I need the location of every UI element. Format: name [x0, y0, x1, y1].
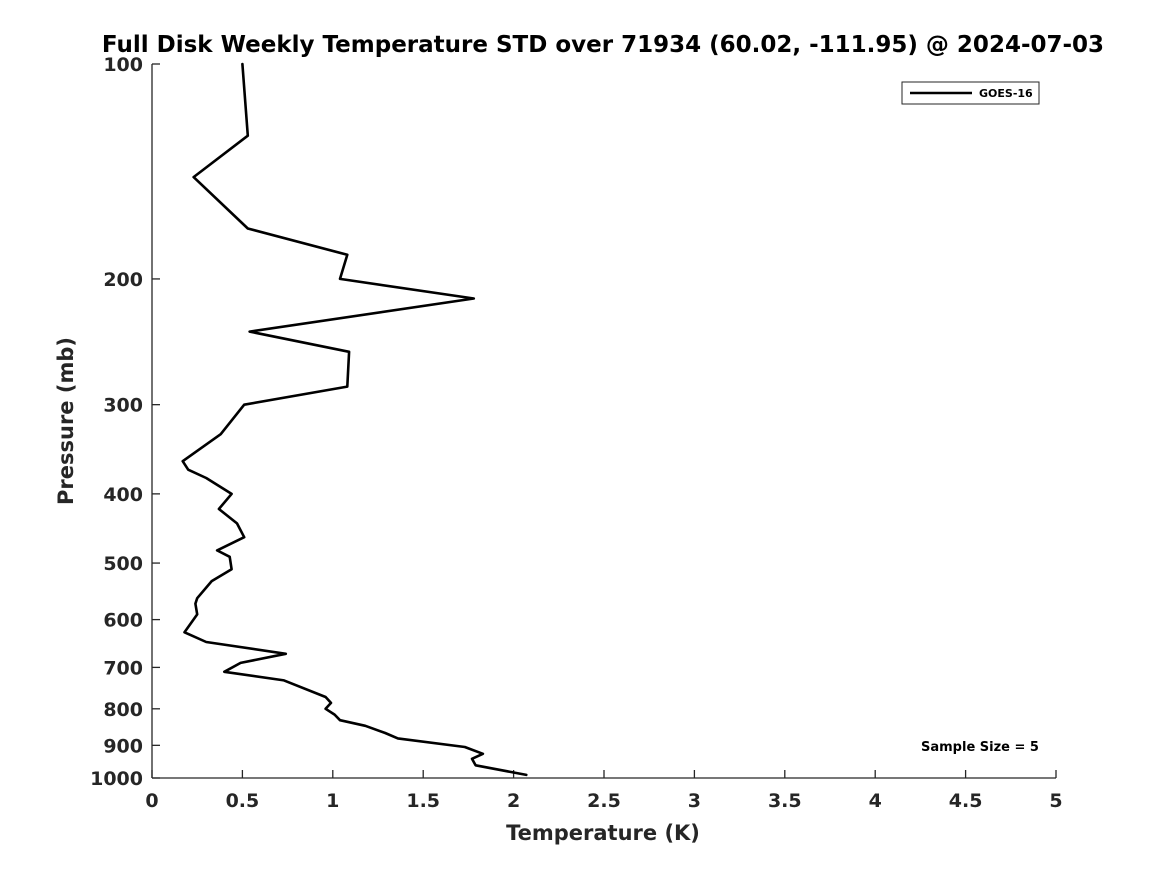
- y-tick-label: 700: [103, 657, 143, 679]
- x-tick-label: 5: [1049, 790, 1062, 812]
- x-tick-label: 2.5: [587, 790, 621, 812]
- y-tick-label: 800: [103, 699, 143, 721]
- y-tick-label: 300: [103, 395, 143, 417]
- plot-area: 0 0.5 1 1.5 2 2.5 3 3.5 4 4.5 5 100 200 300 400 500 600…: [90, 54, 1063, 812]
- x-tick-label: 1: [326, 790, 339, 812]
- x-tick-label: 3: [688, 790, 701, 812]
- y-tick-label: 200: [103, 269, 143, 291]
- y-tick-label: 400: [103, 484, 143, 506]
- y-axis-label: Pressure (mb): [54, 337, 78, 505]
- x-axis-ticks: 0 0.5 1 1.5 2 2.5 3 3.5 4 4.5 5: [145, 770, 1063, 812]
- x-tick-label: 4.5: [949, 790, 983, 812]
- y-tick-label: 600: [103, 610, 143, 632]
- y-tick-label: 500: [103, 553, 143, 575]
- chart-title: Full Disk Weekly Temperature STD over 71…: [102, 32, 1104, 58]
- series-layer: [181, 62, 528, 777]
- y-tick-label: 900: [103, 735, 143, 757]
- x-tick-label: 4: [869, 790, 882, 812]
- x-tick-label: 0.5: [226, 790, 260, 812]
- legend: GOES-16: [901, 81, 1040, 105]
- sample-size-annotation: Sample Size = 5: [921, 740, 1039, 755]
- x-axis-label: Temperature (K): [506, 821, 700, 845]
- series-line-goes-16: [181, 62, 528, 777]
- x-tick-label: 2: [507, 790, 520, 812]
- x-tick-label: 3.5: [768, 790, 802, 812]
- y-tick-label: 1000: [90, 768, 143, 790]
- x-tick-label: 0: [145, 790, 158, 812]
- y-axis-ticks: 100 200 300 400 500 600 700 800 900 1000: [90, 54, 160, 790]
- x-tick-label: 1.5: [406, 790, 440, 812]
- y-tick-label: 100: [103, 54, 143, 76]
- legend-label-goes-16: GOES-16: [979, 87, 1033, 100]
